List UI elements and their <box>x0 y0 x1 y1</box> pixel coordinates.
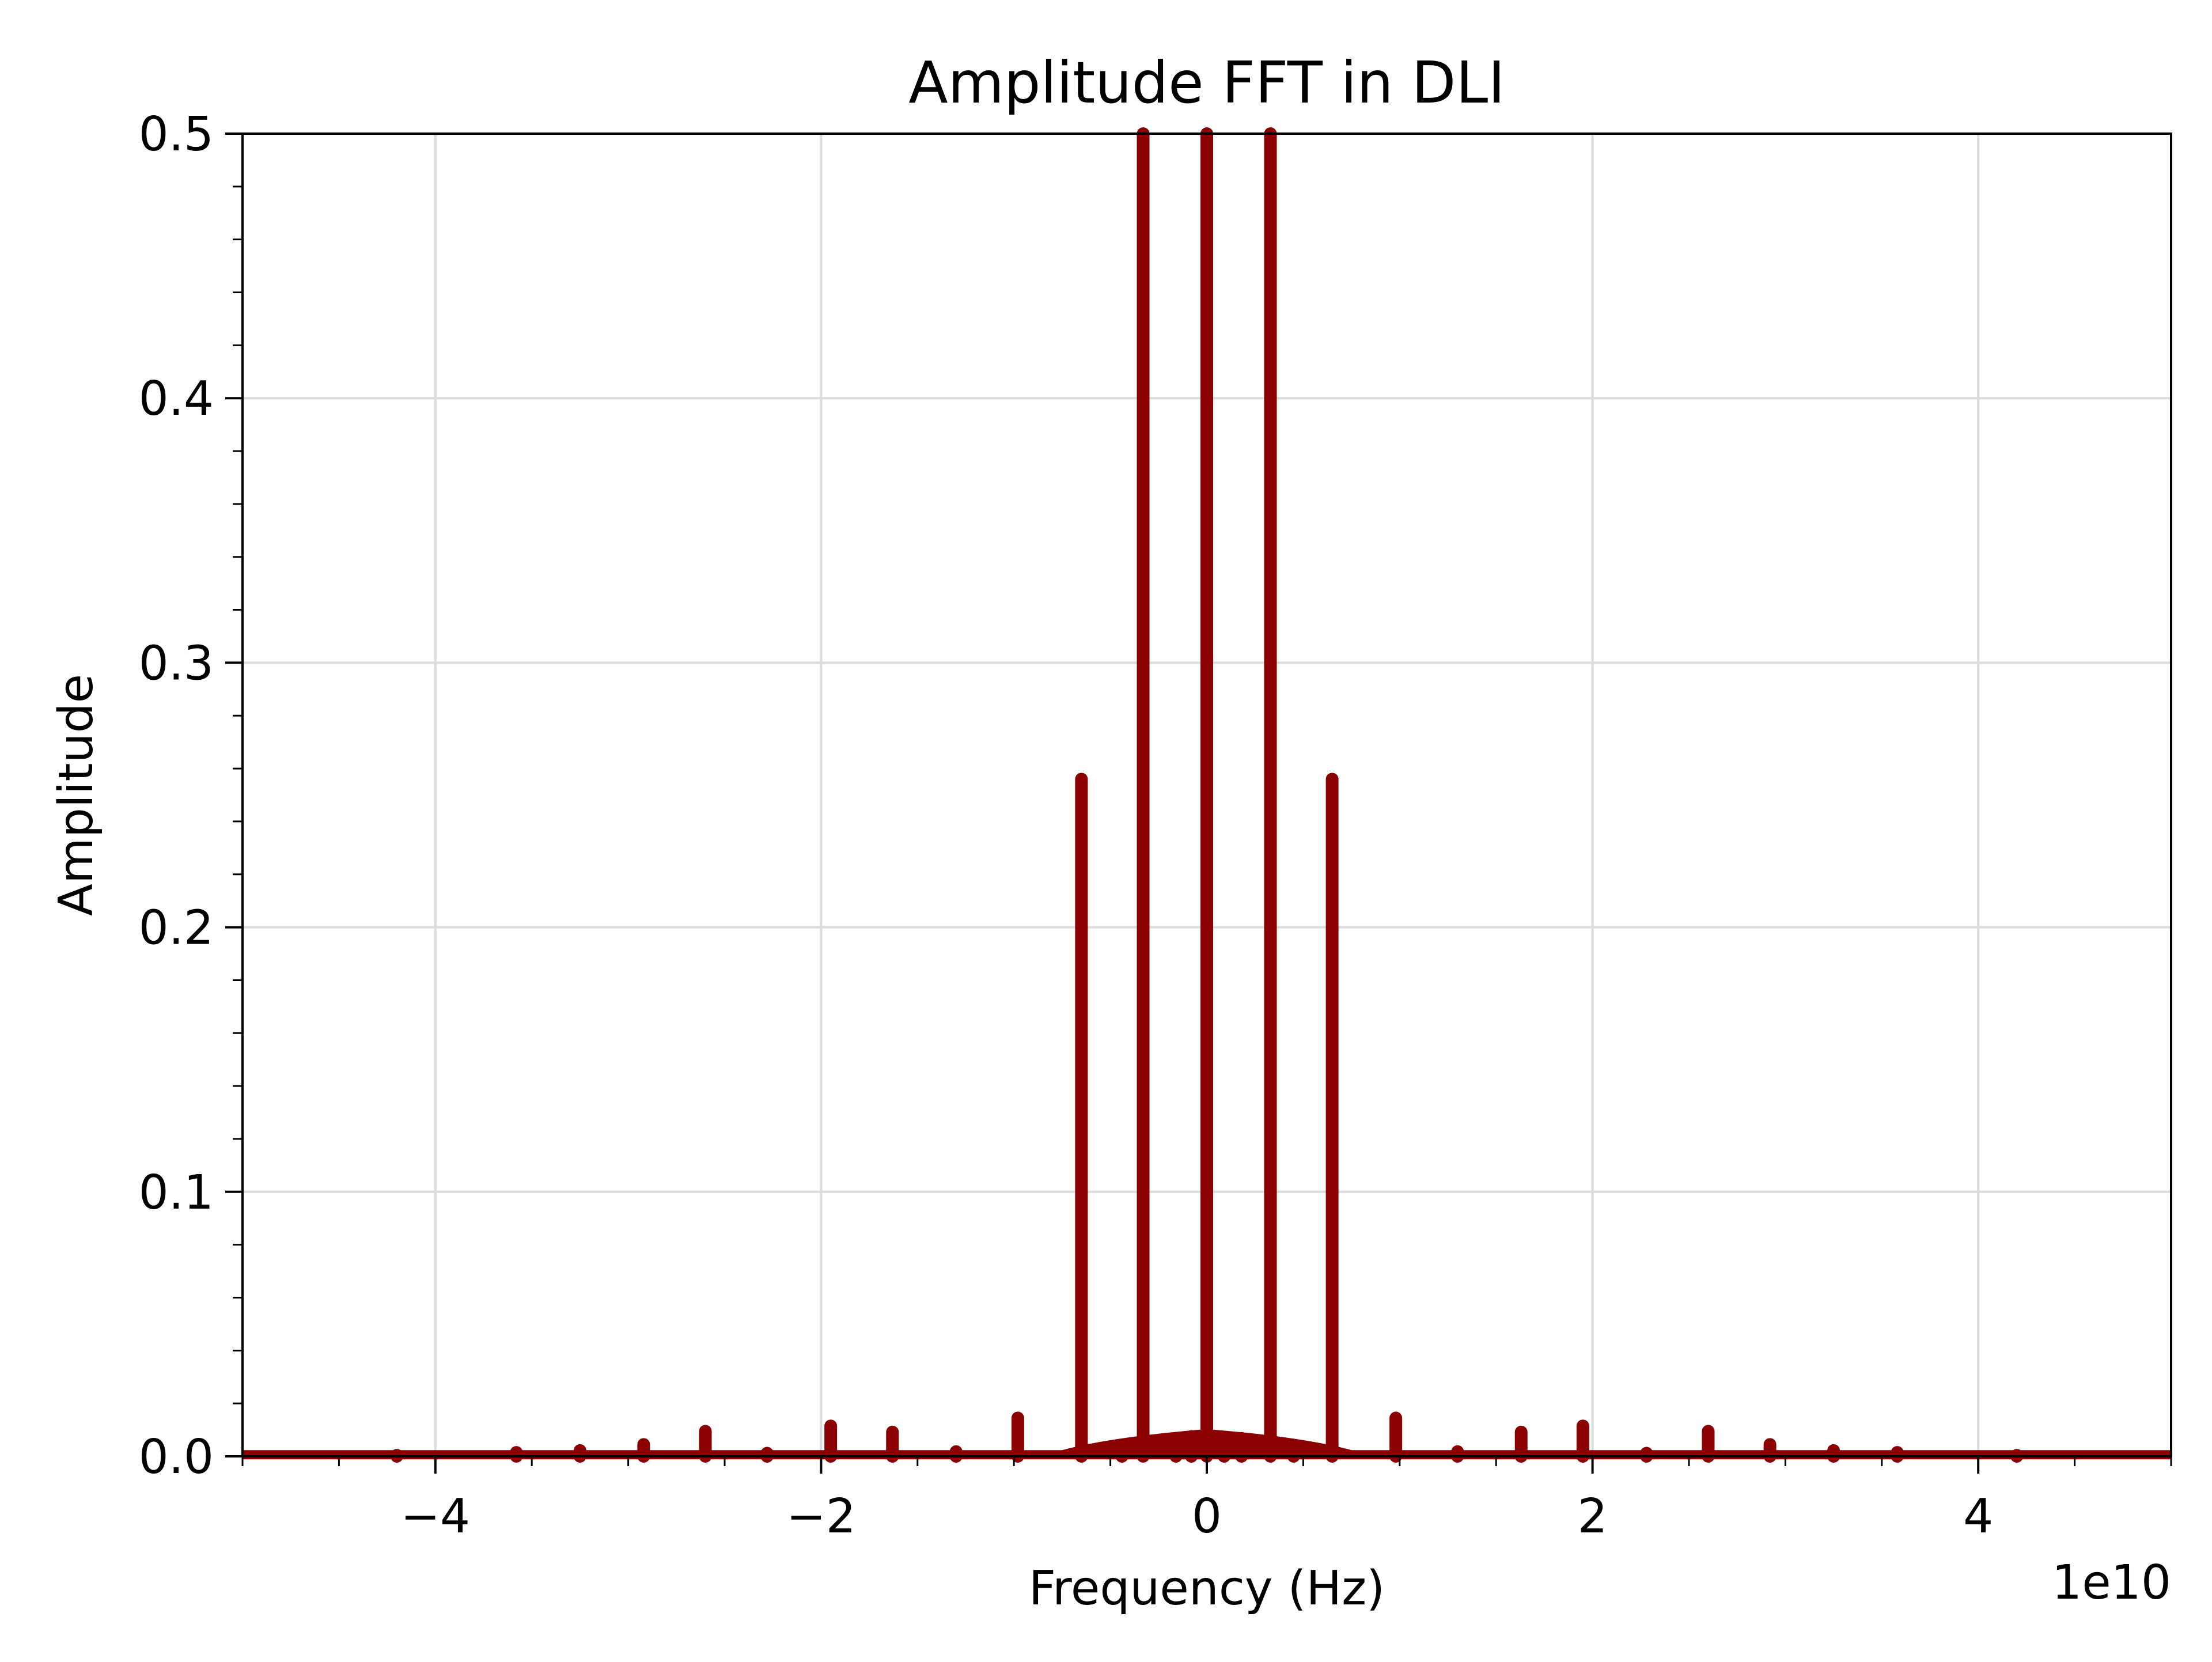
y-tick-label: 0.3 <box>139 636 214 691</box>
data-series <box>243 127 2171 1463</box>
y-axis-label: Amplitude <box>49 674 104 916</box>
x-tick-label: −2 <box>786 1489 856 1544</box>
y-tick-label: 0.5 <box>139 107 214 162</box>
y-tick-label: 0.4 <box>139 372 214 426</box>
x-tick-label: 4 <box>1963 1489 1993 1544</box>
x-tick-label: −4 <box>400 1489 470 1544</box>
x-tick-label: 2 <box>1578 1489 1608 1544</box>
x-axis-label: Frequency (Hz) <box>1029 1561 1385 1616</box>
x-tick-label: 0 <box>1192 1489 1222 1544</box>
chart-title: Amplitude FFT in DLI <box>908 49 1505 116</box>
y-tick-label: 0.1 <box>139 1165 214 1220</box>
axis-ticks: −4 −2 0 2 4 0.0 0.1 0.2 0.3 0.4 0.5 <box>139 107 2172 1544</box>
x-axis-offset-label: 1e10 <box>2052 1555 2171 1610</box>
y-tick-label: 0.0 <box>139 1430 214 1485</box>
y-tick-label: 0.2 <box>139 901 214 956</box>
